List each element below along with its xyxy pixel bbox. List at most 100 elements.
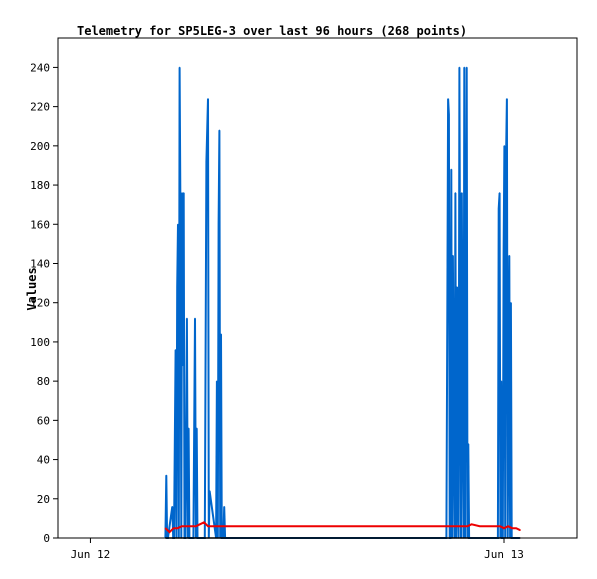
- data-point: [171, 506, 173, 508]
- series-2: [164, 537, 521, 539]
- y-tick-label: 180: [30, 179, 50, 192]
- data-point: [454, 192, 456, 194]
- series-layer: [164, 66, 521, 539]
- data-point: [457, 498, 459, 500]
- data-point: [199, 523, 201, 525]
- data-point: [456, 286, 458, 288]
- data-point: [218, 223, 220, 225]
- data-point: [461, 192, 463, 194]
- data-point: [292, 525, 294, 527]
- y-tick-label: 120: [30, 297, 50, 310]
- data-point: [495, 525, 497, 527]
- data-point: [179, 223, 182, 225]
- x-axis: Jun 12 Jun 13: [71, 538, 524, 561]
- data-point: [177, 527, 179, 529]
- data-point: [185, 525, 187, 527]
- y-tick-label: 140: [30, 257, 50, 270]
- y-tick-label: 240: [30, 61, 50, 74]
- y-axis: 0 20 40 60 80 100 120 140 160 180 200 220 240: [30, 61, 58, 545]
- data-point: [207, 525, 209, 527]
- data-point: [211, 525, 213, 527]
- data-point: [218, 129, 220, 131]
- data-point: [205, 160, 207, 163]
- y-tick-label: 160: [30, 218, 50, 231]
- data-point: [466, 525, 469, 527]
- data-point: [175, 349, 177, 351]
- data-point: [467, 443, 469, 445]
- data-point: [503, 527, 505, 529]
- data-point: [193, 525, 195, 527]
- data-point: [465, 302, 467, 304]
- data-point: [215, 525, 217, 527]
- data-point: [510, 302, 512, 304]
- data-point: [503, 255, 505, 257]
- data-point: [231, 525, 233, 527]
- data-point: [466, 66, 468, 68]
- data-point: [205, 349, 207, 351]
- data-point: [499, 525, 501, 527]
- data-point: [216, 380, 218, 382]
- data-point: [463, 66, 465, 68]
- data-point: [507, 411, 510, 414]
- data-point: [189, 525, 191, 527]
- data-point: [447, 98, 449, 100]
- y-tick-label: 220: [30, 101, 50, 114]
- data-point: [176, 286, 178, 288]
- data-point: [498, 208, 500, 210]
- data-point: [479, 525, 481, 527]
- y-tick-label: 40: [37, 454, 50, 467]
- data-point: [194, 317, 196, 319]
- y-tick-label: 100: [30, 336, 50, 349]
- data-point: [519, 537, 521, 539]
- data-point: [168, 531, 171, 533]
- data-point: [164, 537, 166, 539]
- chart-title: Telemetry for SP5LEG-3 over last 96 hour…: [77, 24, 467, 38]
- y-tick-label: 20: [37, 493, 50, 506]
- plot-area: [57, 37, 578, 539]
- data-point: [203, 521, 205, 523]
- data-point: [188, 427, 190, 429]
- data-point: [181, 525, 183, 527]
- data-point: [195, 525, 197, 527]
- data-point: [186, 317, 188, 319]
- data-point: [333, 525, 335, 527]
- data-point: [471, 523, 473, 525]
- data-point: [453, 411, 455, 414]
- data-point: [164, 527, 166, 529]
- y-axis-label: Values: [25, 267, 39, 310]
- data-point: [373, 525, 375, 527]
- series-1: [164, 521, 521, 534]
- data-point: [446, 317, 448, 319]
- data-point: [182, 364, 184, 367]
- data-point: [503, 145, 505, 147]
- data-point: [179, 66, 181, 68]
- y-tick-label: 200: [30, 140, 50, 153]
- data-point: [207, 98, 209, 100]
- data-point: [505, 160, 507, 163]
- data-point: [220, 333, 222, 335]
- data-point: [223, 525, 225, 527]
- y-tick-label: 80: [37, 375, 50, 388]
- data-point: [506, 98, 508, 100]
- data-point: [442, 525, 444, 527]
- data-point: [173, 527, 175, 529]
- data-point: [223, 506, 225, 508]
- data-point: [462, 411, 464, 414]
- data-point: [459, 317, 461, 319]
- data-point: [458, 66, 460, 68]
- data-point: [511, 527, 513, 529]
- data-point: [181, 192, 183, 194]
- data-point: [252, 525, 254, 527]
- data-point: [500, 380, 502, 382]
- x-tick-label: Jun 13: [484, 548, 524, 561]
- data-point: [209, 490, 211, 492]
- data-point: [183, 192, 185, 194]
- data-point: [508, 255, 510, 257]
- data-point: [185, 443, 187, 445]
- series-line: [164, 521, 521, 534]
- data-point: [219, 525, 221, 527]
- data-point: [499, 192, 501, 194]
- x-tick-label: Jun 12: [71, 548, 111, 561]
- data-point: [165, 474, 167, 476]
